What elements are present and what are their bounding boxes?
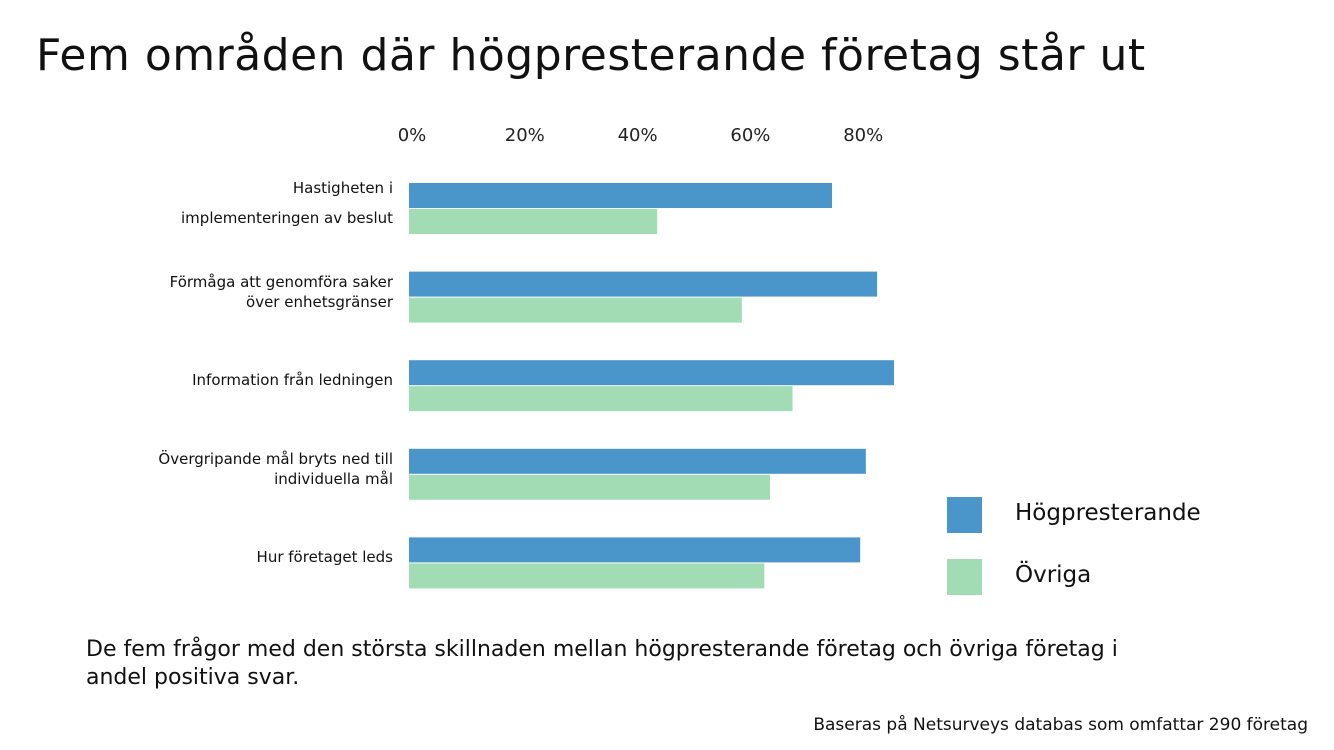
source-note: Baseras på Netsurveys databas som omfatt… — [813, 715, 1308, 735]
category-label-line: Övergripande mål bryts ned till — [158, 449, 393, 468]
category-label-line: Information från ledningen — [192, 371, 393, 390]
bar-hogpresterande — [409, 360, 895, 386]
bar-ovriga — [409, 386, 793, 412]
category-label-line: individuella mål — [274, 469, 393, 488]
category-label-line: Hastigheten i — [292, 179, 393, 197]
category-label: Förmåga att genomföra saker över enhetsgr… — [170, 272, 393, 312]
x-tick-label: 40% — [618, 125, 658, 146]
bar-ovriga — [409, 563, 765, 589]
category-label: Information från ledningen — [192, 370, 393, 390]
category-label-line: Hur företaget leds — [256, 548, 393, 567]
bar-ovriga — [409, 474, 770, 500]
bar-hogpresterande — [409, 271, 878, 297]
category-label-line: Förmåga att genomföra saker — [169, 272, 393, 291]
bar-hogpresterande — [409, 448, 866, 474]
x-tick-label: 80% — [843, 125, 883, 146]
chart-caption: De fem frågor med den största skillnaden… — [86, 637, 1118, 690]
category-label-line: över enhetsgränser — [246, 292, 393, 311]
bar-ovriga — [409, 209, 658, 234]
legend-swatch — [947, 559, 982, 595]
bar-hogpresterande — [409, 183, 832, 208]
category-label: Övergripande mål bryts ned till individue… — [158, 449, 393, 489]
bar-hogpresterande — [409, 537, 861, 563]
category-label: Hastigheten i implementeringen av beslut — [181, 173, 393, 233]
x-tick-label: 60% — [730, 125, 770, 146]
legend-swatch — [947, 497, 982, 533]
x-tick-label: 0% — [398, 125, 427, 146]
bar-ovriga — [409, 297, 742, 323]
category-label-line: implementeringen av beslut — [181, 209, 393, 227]
chart-title: Fem områden där högpresterande företag s… — [36, 30, 1146, 81]
category-label: Hur företaget leds — [257, 547, 393, 567]
x-tick-label: 20% — [505, 125, 545, 146]
legend-label: Övriga — [1015, 562, 1092, 588]
legend-label: Högpresterande — [1015, 500, 1201, 526]
